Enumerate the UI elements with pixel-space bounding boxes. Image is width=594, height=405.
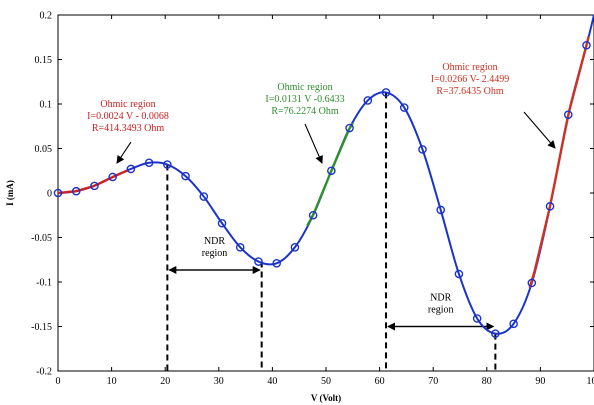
ohmic-label: Ohmic region — [277, 82, 332, 93]
data-marker — [527, 278, 537, 288]
data-marker — [144, 158, 154, 168]
y-tick-label: -0.15 — [31, 322, 52, 333]
data-marker — [235, 242, 245, 252]
x-tick-label: 100 — [587, 376, 594, 387]
data-marker — [53, 188, 63, 198]
y-tick-label: 0 — [47, 189, 52, 200]
data-marker — [436, 205, 446, 215]
ohmic-label: I=0.0266 V- 2.4499 — [431, 74, 509, 85]
ohmic-label: Ohmic region — [442, 62, 497, 73]
y-tick-label: 0.15 — [35, 55, 53, 66]
axis-ticks: 0 10 20 30 40 50 60 70 80 90 100 -0.2 -0.15 -0.1 -0.05… — [31, 11, 594, 387]
data-markers — [53, 40, 591, 338]
x-axis-label: V (Volt) — [311, 393, 341, 403]
y-tick-label: -0.05 — [31, 233, 52, 244]
ndr-label: NDR — [430, 292, 451, 303]
data-marker — [381, 88, 391, 97]
data-marker — [126, 164, 136, 174]
ndr-label: region — [428, 304, 454, 315]
data-marker — [254, 257, 263, 266]
data-marker — [308, 210, 318, 220]
plot-area — [57, 14, 594, 372]
x-tick-label: 10 — [107, 376, 117, 387]
x-tick-label: 90 — [535, 376, 545, 387]
data-marker — [399, 103, 409, 112]
data-marker — [418, 145, 427, 154]
y-tick-label: -0.2 — [36, 367, 52, 378]
data-marker — [454, 269, 464, 279]
data-marker — [327, 166, 336, 176]
ndr-label: region — [202, 248, 228, 259]
data-marker — [582, 40, 591, 50]
data-marker — [363, 96, 373, 105]
y-tick-label: 0.05 — [35, 144, 53, 155]
ohmic-pointer-arrow — [304, 123, 323, 164]
data-marker — [509, 319, 518, 329]
data-marker — [272, 259, 281, 268]
y-tick-label: -0.1 — [36, 278, 52, 289]
data-marker — [290, 242, 300, 252]
ohmic-label: R=37.6435 Ohm — [436, 86, 504, 97]
data-marker — [472, 314, 482, 323]
x-tick-label: 0 — [56, 376, 61, 387]
x-tick-label: 70 — [428, 376, 438, 387]
data-marker — [181, 171, 190, 181]
ohmic-label: I=0.0024 V - 0.0068 — [87, 111, 169, 122]
ohmic-label: R=414.3493 Ohm — [92, 123, 165, 134]
data-marker — [108, 172, 117, 182]
ohmic-pointer-arrow — [116, 141, 132, 164]
data-marker — [217, 218, 227, 228]
ndr-label: NDR — [204, 236, 225, 247]
data-marker — [90, 181, 99, 191]
x-tick-label: 20 — [160, 376, 170, 387]
y-tick-label: 0.2 — [40, 11, 53, 22]
data-marker — [71, 186, 81, 196]
ohmic-label: R=76.2274 Ohm — [271, 106, 339, 117]
x-tick-label: 30 — [214, 376, 224, 387]
x-tick-label: 50 — [321, 376, 331, 387]
data-marker — [545, 202, 555, 211]
data-marker — [345, 123, 354, 133]
data-marker — [163, 160, 172, 169]
ohmic-label: Ohmic region — [100, 99, 155, 110]
data-marker — [491, 329, 500, 338]
data-marker — [199, 192, 209, 201]
data-marker — [563, 110, 573, 119]
y-tick-label: 0.1 — [40, 100, 53, 111]
x-tick-label: 80 — [482, 376, 492, 387]
ohmic-fit-line — [528, 36, 590, 289]
ohmic-label: I=0.0131 V -0.6433 — [265, 94, 344, 105]
x-tick-label: 40 — [267, 376, 277, 387]
ohmic-pointer-arrow — [523, 111, 556, 149]
y-axis-label: I (mA) — [5, 180, 15, 206]
x-tick-label: 60 — [375, 376, 385, 387]
